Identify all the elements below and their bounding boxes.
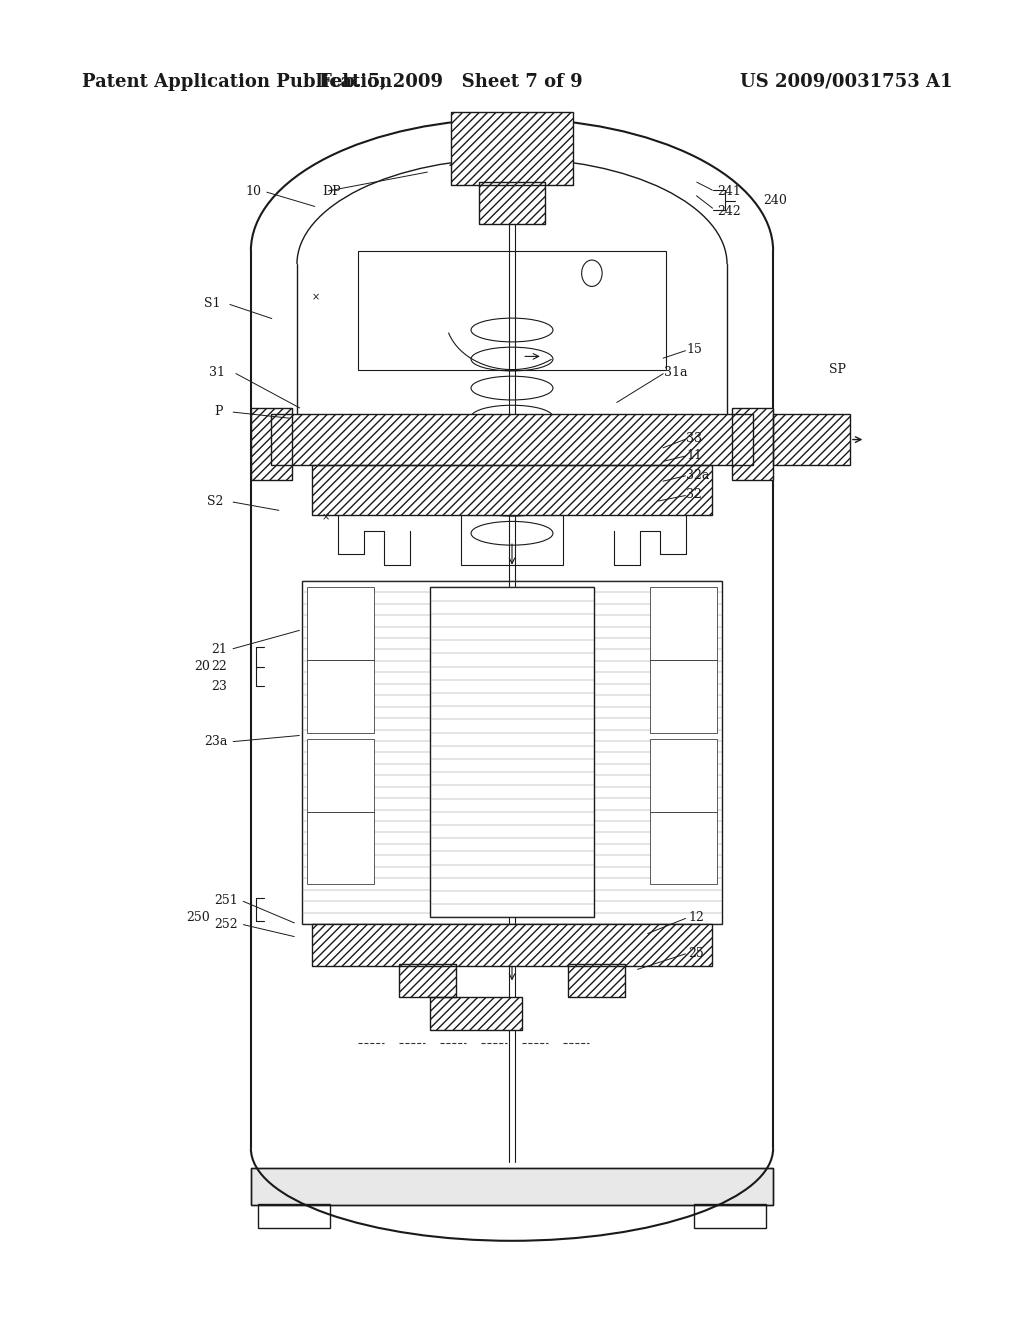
Text: 33: 33	[686, 432, 702, 445]
Text: 15: 15	[686, 343, 702, 356]
Bar	[307, 587, 374, 660]
Bar	[650, 739, 717, 812]
Bar	[251, 408, 292, 480]
Bar	[258, 1204, 330, 1228]
Text: 242: 242	[717, 205, 740, 218]
Text: 241: 241	[717, 185, 740, 198]
Bar	[650, 660, 717, 733]
Bar	[479, 182, 545, 224]
Text: Patent Application Publication: Patent Application Publication	[82, 73, 392, 91]
Text: 23a: 23a	[204, 735, 227, 748]
Bar	[251, 1168, 773, 1205]
Text: DP: DP	[323, 185, 341, 198]
Bar	[451, 112, 573, 185]
Text: 31: 31	[209, 366, 225, 379]
Bar	[479, 182, 545, 224]
Text: S1: S1	[204, 297, 220, 310]
Text: 10: 10	[245, 185, 261, 198]
Bar	[271, 414, 753, 465]
Text: 251: 251	[214, 894, 238, 907]
Text: 21: 21	[211, 643, 227, 656]
Bar	[732, 408, 773, 480]
Bar	[650, 587, 717, 660]
Bar	[773, 414, 850, 465]
Bar	[732, 408, 773, 480]
Text: ×: ×	[322, 512, 330, 523]
Text: 22: 22	[212, 660, 227, 673]
Bar	[302, 581, 722, 924]
Text: SP: SP	[829, 363, 847, 376]
Bar	[307, 660, 374, 733]
Bar	[568, 964, 625, 997]
Text: 23: 23	[211, 680, 227, 693]
Bar	[358, 251, 666, 370]
Text: US 2009/0031753 A1: US 2009/0031753 A1	[739, 73, 952, 91]
Text: 20: 20	[194, 660, 210, 673]
Bar	[307, 739, 374, 812]
Bar	[430, 997, 522, 1030]
Bar	[312, 924, 712, 966]
Bar	[451, 112, 573, 185]
Bar	[773, 414, 850, 465]
Bar	[251, 1168, 773, 1205]
Bar	[307, 812, 374, 884]
Text: 25: 25	[688, 946, 703, 960]
Text: 32: 32	[686, 488, 702, 502]
Bar	[430, 587, 594, 917]
Text: 12: 12	[688, 911, 705, 924]
Text: ×: ×	[311, 292, 319, 302]
Bar	[271, 414, 753, 465]
Text: 250: 250	[186, 911, 210, 924]
Bar	[312, 465, 712, 515]
Text: P: P	[215, 405, 223, 418]
Text: 11: 11	[686, 449, 702, 462]
Text: FIG.  7: FIG. 7	[450, 139, 574, 173]
Bar	[694, 1204, 766, 1228]
Text: 32a: 32a	[686, 469, 710, 482]
Bar	[461, 515, 563, 565]
Bar	[251, 408, 292, 480]
Bar	[312, 465, 712, 515]
Bar	[430, 997, 522, 1030]
Text: Feb. 5, 2009   Sheet 7 of 9: Feb. 5, 2009 Sheet 7 of 9	[318, 73, 583, 91]
Bar	[399, 964, 456, 997]
Bar	[399, 964, 456, 997]
Bar	[312, 924, 712, 966]
Text: 31a: 31a	[664, 366, 687, 379]
Text: S2: S2	[207, 495, 223, 508]
Text: 252: 252	[214, 917, 238, 931]
Bar	[568, 964, 625, 997]
Text: 240: 240	[763, 194, 786, 207]
Bar	[650, 812, 717, 884]
